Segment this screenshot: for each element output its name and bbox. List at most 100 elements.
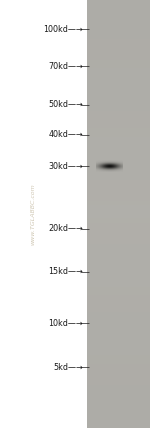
Bar bbox=[87, 179, 150, 184]
Bar bbox=[87, 316, 150, 321]
Bar bbox=[87, 145, 150, 150]
Bar bbox=[87, 269, 150, 274]
Bar bbox=[87, 123, 150, 128]
Bar bbox=[87, 166, 150, 171]
Bar bbox=[87, 312, 150, 317]
Bar bbox=[87, 158, 150, 163]
Bar bbox=[87, 8, 150, 13]
Bar bbox=[87, 170, 150, 175]
Bar bbox=[87, 222, 150, 227]
Bar bbox=[87, 277, 150, 282]
Bar bbox=[87, 149, 150, 154]
Bar bbox=[87, 290, 150, 295]
Bar bbox=[87, 303, 150, 308]
Bar bbox=[87, 200, 150, 205]
Bar bbox=[87, 372, 150, 377]
Bar bbox=[87, 80, 150, 86]
Bar bbox=[87, 29, 150, 34]
Bar bbox=[87, 307, 150, 312]
Bar bbox=[87, 354, 150, 360]
Bar bbox=[87, 384, 150, 389]
Bar bbox=[87, 235, 150, 240]
Bar bbox=[87, 423, 150, 428]
Bar bbox=[87, 213, 150, 218]
Bar bbox=[87, 106, 150, 111]
Text: 70kd—→: 70kd—→ bbox=[48, 62, 83, 71]
Bar bbox=[87, 350, 150, 355]
Bar bbox=[87, 196, 150, 201]
Bar bbox=[87, 46, 150, 51]
Bar bbox=[87, 324, 150, 330]
Bar bbox=[87, 397, 150, 402]
Bar bbox=[87, 294, 150, 300]
Bar bbox=[87, 401, 150, 407]
Bar bbox=[87, 183, 150, 188]
Text: 30kd—→: 30kd—→ bbox=[49, 161, 83, 171]
Bar bbox=[87, 337, 150, 342]
Bar bbox=[87, 217, 150, 223]
Bar bbox=[87, 282, 150, 287]
Bar bbox=[87, 38, 150, 43]
Bar bbox=[87, 209, 150, 214]
Bar bbox=[87, 153, 150, 158]
Text: 15kd—→: 15kd—→ bbox=[48, 267, 83, 276]
Bar bbox=[87, 25, 150, 30]
Bar bbox=[87, 76, 150, 81]
Bar bbox=[87, 102, 150, 107]
Bar bbox=[87, 239, 150, 244]
Bar bbox=[87, 367, 150, 372]
Bar bbox=[87, 85, 150, 90]
Bar bbox=[87, 419, 150, 424]
Bar bbox=[87, 359, 150, 364]
Bar bbox=[87, 33, 150, 39]
Bar bbox=[87, 333, 150, 338]
Bar bbox=[87, 410, 150, 415]
Bar bbox=[87, 389, 150, 394]
Text: 5kd—→: 5kd—→ bbox=[54, 363, 83, 372]
Bar bbox=[87, 414, 150, 419]
Bar bbox=[87, 192, 150, 197]
Bar bbox=[87, 406, 150, 411]
Bar bbox=[87, 119, 150, 124]
Bar bbox=[87, 63, 150, 68]
Bar bbox=[87, 42, 150, 47]
Bar bbox=[87, 68, 150, 73]
Bar bbox=[87, 98, 150, 103]
Text: 10kd—→: 10kd—→ bbox=[49, 318, 83, 328]
Bar bbox=[87, 55, 150, 60]
Bar bbox=[87, 187, 150, 193]
Bar bbox=[87, 136, 150, 141]
Bar bbox=[87, 342, 150, 347]
Bar bbox=[87, 256, 150, 261]
Bar bbox=[87, 115, 150, 120]
Bar bbox=[87, 329, 150, 334]
Bar bbox=[87, 346, 150, 351]
Bar bbox=[87, 110, 150, 116]
Bar bbox=[87, 51, 150, 56]
Bar bbox=[87, 247, 150, 253]
Bar bbox=[87, 132, 150, 137]
Text: 20kd—→: 20kd—→ bbox=[48, 224, 83, 234]
Bar bbox=[87, 320, 150, 325]
Bar bbox=[87, 376, 150, 381]
Bar bbox=[87, 226, 150, 231]
Bar bbox=[87, 286, 150, 291]
Text: 100kd—→: 100kd—→ bbox=[44, 24, 83, 34]
Bar bbox=[87, 162, 150, 167]
Bar bbox=[87, 128, 150, 133]
Bar bbox=[87, 140, 150, 146]
Bar bbox=[87, 265, 150, 270]
Bar bbox=[87, 12, 150, 17]
Bar bbox=[87, 3, 150, 9]
Bar bbox=[87, 299, 150, 304]
Bar bbox=[87, 260, 150, 265]
Bar bbox=[87, 21, 150, 26]
Bar bbox=[87, 230, 150, 235]
Bar bbox=[87, 252, 150, 257]
Bar bbox=[87, 175, 150, 180]
Text: 40kd—→: 40kd—→ bbox=[49, 130, 83, 140]
Text: 50kd—→: 50kd—→ bbox=[48, 100, 83, 110]
Bar bbox=[87, 89, 150, 94]
Bar bbox=[87, 363, 150, 368]
Bar bbox=[87, 393, 150, 398]
